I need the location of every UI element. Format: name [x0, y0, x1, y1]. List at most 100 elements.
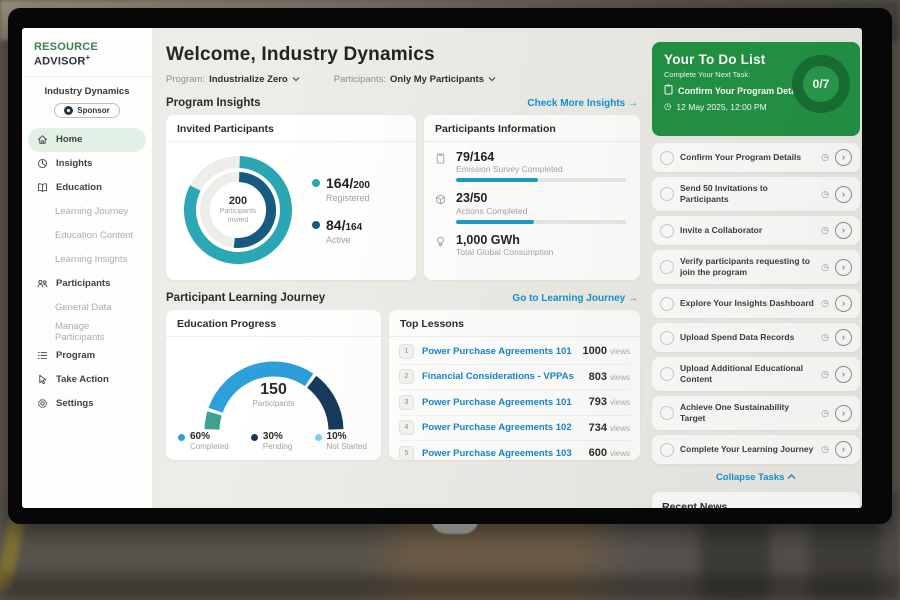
- clock-icon: ◷: [821, 368, 829, 379]
- clock-icon: ◷: [821, 407, 829, 418]
- stat-label: Actions Completed: [456, 205, 528, 216]
- lesson-views: 1000 views: [582, 345, 631, 358]
- task-checkbox[interactable]: [660, 223, 674, 238]
- arrow-right-icon: →: [628, 97, 638, 109]
- organization-name: Industry Dynamics: [44, 85, 130, 97]
- app-logo: RESOURCE ADVISOR+: [22, 28, 152, 77]
- sidebar-item-settings[interactable]: Settings: [28, 392, 146, 416]
- sponsor-badge[interactable]: Sponsor: [54, 102, 120, 118]
- take-action-icon: [36, 373, 49, 386]
- top-lessons-list: 1 Power Purchase Agreements 101 1000 view…: [389, 337, 640, 466]
- lesson-row: 1 Power Purchase Agreements 101 1000 view…: [399, 339, 630, 365]
- task-checkbox[interactable]: [660, 187, 674, 202]
- sidebar-item-label: Manage Participants: [55, 320, 105, 343]
- sidebar-item-label: Insights: [56, 158, 93, 170]
- stat-value: 23/50: [456, 191, 488, 206]
- sidebar-item-insights[interactable]: Insights: [28, 152, 146, 176]
- todo-subtitle: Complete Your Next Task:: [664, 70, 751, 79]
- todo-task[interactable]: Upload Additional Educational Content ◷ …: [652, 357, 860, 392]
- task-open-button[interactable]: ›: [835, 185, 852, 203]
- sidebar: RESOURCE ADVISOR+ Industry Dynamics Spon…: [22, 28, 153, 508]
- stat-value: 79/164: [456, 150, 495, 164]
- task-open-button[interactable]: ›: [835, 404, 852, 422]
- sidebar-item-label: Learning Insights: [55, 254, 128, 266]
- todo-task[interactable]: Explore Your Insights Dashboard ◷ ›: [652, 289, 860, 319]
- sidebar-item-program[interactable]: Program: [28, 344, 146, 368]
- sidebar-item-home[interactable]: Home: [28, 127, 146, 152]
- todo-task[interactable]: Complete Your Learning Journey ◷ ›: [652, 435, 860, 465]
- todo-task[interactable]: Confirm Your Program Details ◷ ›: [652, 143, 860, 172]
- task-open-button[interactable]: ›: [835, 258, 852, 276]
- lesson-link[interactable]: Power Purchase Agreements 101: [422, 345, 572, 357]
- sidebar-nav: Home Insights Education Learning Journey Edu…: [22, 126, 152, 418]
- lesson-row: 4 Power Purchase Agreements 102 734 views: [399, 416, 630, 441]
- sidebar-item-education-content[interactable]: Education Content: [28, 224, 146, 248]
- participants-information-card: Participants Information 79/164 Emission…: [424, 115, 640, 280]
- lesson-rank: 1: [399, 343, 414, 359]
- legend-value: 30%: [262, 431, 283, 442]
- bulb-icon: [434, 233, 448, 261]
- todo-task[interactable]: Send 50 Invitations to Participants ◷ ›: [652, 177, 860, 212]
- collapse-tasks-link[interactable]: Collapse Tasks: [652, 472, 860, 483]
- todo-task[interactable]: Achieve One Sustainability Target ◷ ›: [652, 396, 860, 431]
- lesson-link[interactable]: Financial Considerations - VPPAs: [422, 371, 574, 383]
- task-checkbox[interactable]: [660, 150, 674, 165]
- task-checkbox[interactable]: [660, 406, 674, 421]
- legend-item-registered: 164/200 Registered: [312, 175, 370, 203]
- todo-task[interactable]: Verify participants requesting to join t…: [652, 250, 860, 285]
- sidebar-item-participants[interactable]: Participants: [28, 272, 146, 296]
- legend-value: 10%: [326, 431, 347, 442]
- sidebar-item-education[interactable]: Education: [28, 176, 146, 200]
- sidebar-item-take-action[interactable]: Take Action: [28, 368, 146, 392]
- task-checkbox[interactable]: [660, 260, 674, 275]
- top-lessons-card: Top Lessons 1 Power Purchase Agreements …: [389, 310, 640, 461]
- participants-filter-label: Participants:: [333, 74, 387, 85]
- go-to-learning-journey-link[interactable]: Go to Learning Journey →: [512, 292, 638, 304]
- task-checkbox[interactable]: [660, 330, 674, 345]
- sponsor-icon: [64, 105, 74, 115]
- clock-icon: ◷: [821, 298, 829, 309]
- program-filter[interactable]: Program: Industrialize Zero: [166, 74, 300, 85]
- check-more-insights-link[interactable]: Check More Insights →: [527, 97, 638, 109]
- sidebar-item-learning-insights[interactable]: Learning Insights: [28, 248, 146, 272]
- lesson-link[interactable]: Power Purchase Agreements 101: [422, 396, 572, 408]
- invited-participants-card: Invited Participants 200 Participants In…: [166, 115, 416, 280]
- clock-icon: ◷: [821, 444, 829, 455]
- task-open-button[interactable]: ›: [835, 441, 852, 459]
- lesson-link[interactable]: Power Purchase Agreements 102: [422, 422, 572, 434]
- task-open-button[interactable]: ›: [835, 222, 852, 240]
- recent-news-card: Recent News: [652, 492, 860, 508]
- stat-row: 23/50 Actions Completed: [434, 191, 628, 224]
- lesson-link[interactable]: Power Purchase Agreements 103: [422, 447, 572, 459]
- sidebar-item-general-data[interactable]: General Data: [28, 296, 146, 320]
- top-lessons-title: Top Lessons: [389, 310, 640, 337]
- task-open-button[interactable]: ›: [835, 329, 852, 347]
- sidebar-item-manage-participants[interactable]: Manage Participants: [28, 320, 146, 344]
- task-label: Send 50 Invitations to Participants: [680, 183, 768, 205]
- sidebar-item-label: Take Action: [56, 374, 109, 386]
- lesson-row: 3 Power Purchase Agreements 101 793 views: [399, 390, 630, 416]
- todo-task[interactable]: Upload Spend Data Records ◷ ›: [652, 323, 860, 353]
- participants-icon: [36, 277, 49, 290]
- todo-next-task: Confirm Your Program Details: [678, 85, 807, 96]
- task-checkbox[interactable]: [660, 367, 674, 382]
- task-open-button[interactable]: ›: [835, 149, 852, 166]
- legend-label: Completed: [190, 442, 229, 451]
- education-progress-title: Education Progress: [166, 310, 381, 337]
- donut-legend: 164/200 Registered 84/164 Active: [312, 175, 370, 245]
- logo-resource: RESOURCE: [34, 41, 98, 53]
- sponsor-badge-label: Sponsor: [77, 105, 110, 115]
- task-open-button[interactable]: ›: [835, 365, 852, 383]
- insights-icon: [36, 157, 49, 170]
- task-checkbox[interactable]: [660, 296, 674, 311]
- task-label: Verify participants requesting to join t…: [680, 256, 810, 278]
- task-checkbox[interactable]: [660, 442, 674, 457]
- arrow-right-icon: →: [628, 292, 638, 304]
- participants-filter[interactable]: Participants: Only My Participants: [334, 74, 496, 85]
- todo-column: Your To Do List Complete Your Next Task:…: [652, 28, 860, 508]
- todo-task[interactable]: Invite a Collaborator ◷ ›: [652, 216, 860, 246]
- task-open-button[interactable]: ›: [835, 295, 852, 313]
- sidebar-item-learning-journey[interactable]: Learning Journey: [28, 200, 146, 224]
- legend-value: 164/200: [326, 175, 370, 191]
- lesson-rank: 4: [399, 420, 414, 436]
